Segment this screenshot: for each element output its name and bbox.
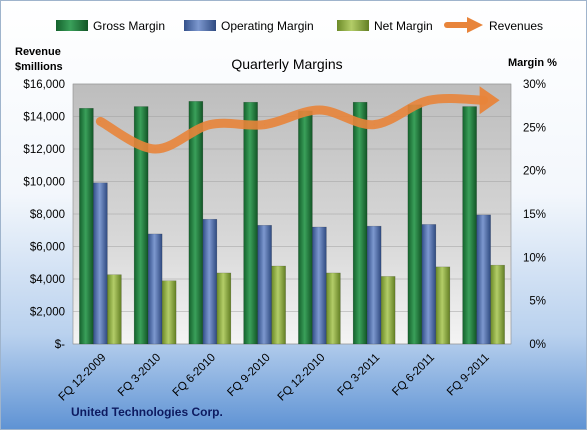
left-axis-tick-label: $10,000 <box>23 177 65 189</box>
gross-margin-bar <box>79 108 94 345</box>
x-axis-tick-label: FQ 6-2010 <box>171 352 218 399</box>
left-axis-tick-label: $6,000 <box>30 242 65 254</box>
operating-margin-bar <box>257 225 272 345</box>
gross-margin-bar <box>298 110 313 345</box>
left-axis-tick-label: $14,000 <box>23 112 65 124</box>
left-axis-tick-label: $8,000 <box>30 209 65 221</box>
revenue-point <box>483 99 485 101</box>
left-axis-ticks: $- $2,000 $4,000 $6,000 $8,000 $10,000 $12,000… <box>23 79 65 351</box>
net-margin-bar <box>161 280 177 345</box>
net-margin-bar <box>490 264 505 345</box>
legend-swatch-revenues <box>444 17 483 33</box>
gross-margin-bar <box>462 106 477 345</box>
legend: Gross Margin Operating Margin Net Margin… <box>56 17 543 33</box>
net-margin-bar <box>435 266 451 345</box>
gross-margin-bar <box>407 104 423 345</box>
left-axis-title-line1: Revenue <box>15 46 61 58</box>
x-axis-tick-label: FQ 12-2009 <box>57 352 109 404</box>
chart-title: Quarterly Margins <box>231 56 342 72</box>
operating-margin-bar <box>202 218 218 345</box>
x-axis-tick-label: FQ 3-2011 <box>335 352 382 399</box>
right-axis-tick-label: 10% <box>523 252 546 264</box>
operating-margin-bar <box>312 226 327 345</box>
operating-margin-bar <box>476 214 491 345</box>
net-margin-bar <box>271 265 286 345</box>
right-axis-tick-label: 0% <box>529 339 546 351</box>
source-label: United Technologies Corp. <box>71 405 223 419</box>
left-axis-title-line2: $millions <box>15 61 63 73</box>
revenue-line-arrowhead <box>479 86 500 115</box>
legend-label-net-margin: Net Margin <box>374 19 433 33</box>
revenue-line-path <box>95 93 489 154</box>
net-margin-bar <box>216 272 232 345</box>
left-axis-tick-label: $4,000 <box>30 274 65 286</box>
bars <box>79 101 505 345</box>
revenue-point <box>154 148 156 150</box>
right-axis-title: Margin % <box>508 57 557 69</box>
right-axis-tick-label: 15% <box>523 209 546 221</box>
x-axis-ticks: FQ 12-2009 FQ 3-2010 FQ 6-2010 FQ 9-2010 FQ … <box>57 352 492 404</box>
right-axis-tick-label: 20% <box>523 166 546 178</box>
revenue-point <box>318 109 320 111</box>
x-axis-tick-label: FQ 12-2010 <box>276 352 328 404</box>
right-axis-tick-label: 5% <box>529 296 546 308</box>
revenue-point <box>373 124 375 126</box>
left-axis-tick-label: $16,000 <box>23 79 65 91</box>
operating-margin-bar <box>366 225 382 345</box>
net-margin-bar <box>107 274 122 345</box>
net-margin-bar <box>380 276 396 345</box>
right-axis-tick-label: 30% <box>523 79 546 91</box>
x-axis-tick-label: FQ 3-2010 <box>116 352 163 399</box>
operating-margin-bar <box>147 233 163 345</box>
operating-margin-bar <box>93 182 108 345</box>
operating-margin-bar <box>421 224 437 345</box>
legend-label-revenues: Revenues <box>489 19 543 33</box>
net-margin-bar <box>326 272 341 345</box>
gross-margin-bar <box>243 101 258 345</box>
left-axis-tick-label: $2,000 <box>30 307 65 319</box>
legend-label-operating-margin: Operating Margin <box>221 19 314 33</box>
revenue-point <box>209 124 211 126</box>
x-axis-tick-label: FQ 9-2011 <box>445 352 492 399</box>
left-axis-tick-label: $12,000 <box>23 144 65 156</box>
gross-margin-bar <box>133 106 149 345</box>
legend-swatch-net-margin <box>337 20 369 31</box>
legend-label-gross-margin: Gross Margin <box>93 19 165 33</box>
revenue-point <box>428 99 430 101</box>
right-axis-ticks: 0% 5% 10% 15% 20% 25% 30% <box>523 79 546 351</box>
x-axis-tick-label: FQ 6-2011 <box>390 352 437 399</box>
legend-swatch-gross-margin <box>56 20 88 31</box>
revenue-point <box>264 124 266 126</box>
left-axis-tick-label: $- <box>55 339 65 351</box>
legend-swatch-operating-margin <box>184 20 216 31</box>
x-axis-tick-label: FQ 9-2010 <box>225 352 272 399</box>
gross-margin-bar <box>352 101 368 345</box>
right-axis-tick-label: 25% <box>523 122 546 134</box>
revenue-line <box>95 86 500 154</box>
revenue-point <box>99 120 101 122</box>
